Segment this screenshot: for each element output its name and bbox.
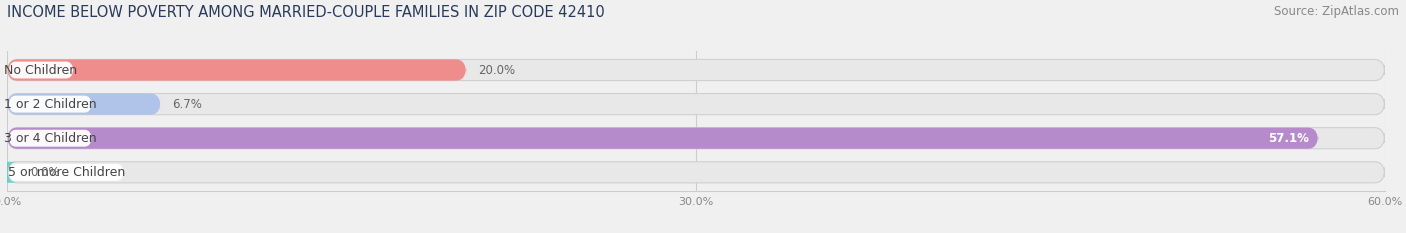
FancyBboxPatch shape bbox=[7, 162, 1385, 183]
FancyBboxPatch shape bbox=[7, 93, 160, 115]
FancyBboxPatch shape bbox=[8, 96, 91, 113]
FancyBboxPatch shape bbox=[7, 59, 467, 81]
Text: 20.0%: 20.0% bbox=[478, 64, 515, 76]
Text: 3 or 4 Children: 3 or 4 Children bbox=[4, 132, 97, 145]
Text: INCOME BELOW POVERTY AMONG MARRIED-COUPLE FAMILIES IN ZIP CODE 42410: INCOME BELOW POVERTY AMONG MARRIED-COUPL… bbox=[7, 5, 605, 20]
FancyBboxPatch shape bbox=[7, 128, 1385, 149]
FancyBboxPatch shape bbox=[8, 62, 73, 79]
FancyBboxPatch shape bbox=[0, 162, 17, 183]
FancyBboxPatch shape bbox=[7, 93, 1385, 115]
FancyBboxPatch shape bbox=[8, 130, 91, 147]
FancyBboxPatch shape bbox=[8, 164, 124, 181]
Text: 6.7%: 6.7% bbox=[173, 98, 202, 111]
Text: No Children: No Children bbox=[4, 64, 77, 76]
FancyBboxPatch shape bbox=[7, 128, 1319, 149]
Text: Source: ZipAtlas.com: Source: ZipAtlas.com bbox=[1274, 5, 1399, 18]
Text: 1 or 2 Children: 1 or 2 Children bbox=[4, 98, 97, 111]
FancyBboxPatch shape bbox=[7, 59, 1385, 81]
Text: 57.1%: 57.1% bbox=[1268, 132, 1309, 145]
Text: 0.0%: 0.0% bbox=[30, 166, 59, 179]
Text: 5 or more Children: 5 or more Children bbox=[7, 166, 125, 179]
